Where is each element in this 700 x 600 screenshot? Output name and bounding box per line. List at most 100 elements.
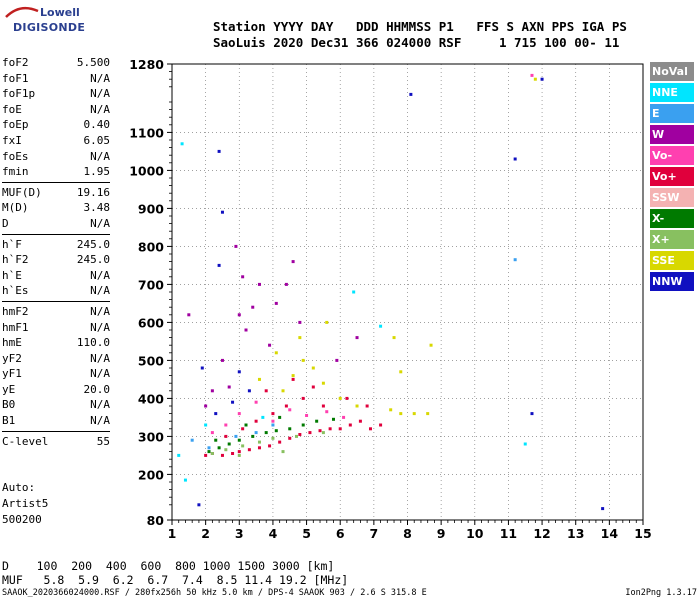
- param-row: D N/A: [2, 217, 110, 233]
- legend-item: SSW: [650, 188, 694, 207]
- data-point: [264, 431, 268, 435]
- data-point: [274, 301, 278, 305]
- data-point: [315, 419, 319, 423]
- param-name: yF2: [2, 351, 22, 365]
- param-value: N/A: [90, 268, 110, 282]
- data-point: [227, 385, 231, 389]
- param-row: B1 N/A: [2, 414, 110, 430]
- data-point: [274, 351, 278, 355]
- param-row: h`E N/A: [2, 269, 110, 285]
- y-tick-label: 800: [138, 239, 164, 254]
- param-name: B0: [2, 398, 16, 412]
- data-point: [257, 446, 261, 450]
- param-value: 55: [96, 434, 110, 448]
- data-point: [271, 436, 275, 440]
- data-point: [288, 427, 292, 431]
- data-point: [241, 427, 245, 431]
- param-name: foF1: [2, 71, 29, 85]
- data-point: [257, 282, 261, 286]
- legend-item: Vo+: [650, 167, 694, 186]
- data-point: [345, 396, 349, 400]
- data-point: [409, 92, 413, 96]
- data-point: [231, 452, 235, 455]
- data-point: [237, 313, 241, 317]
- param-separator: [2, 181, 110, 183]
- data-point: [237, 370, 241, 374]
- legend-item: X-: [650, 209, 694, 228]
- data-point: [220, 210, 224, 214]
- param-name: h`E: [2, 268, 22, 282]
- param-row: foEs N/A: [2, 150, 110, 166]
- data-point: [241, 275, 245, 279]
- param-value: 110.0: [76, 336, 110, 350]
- data-points: [177, 73, 605, 511]
- legend-item: NoVal: [650, 62, 694, 81]
- param-value: 6.05: [83, 133, 111, 147]
- data-point: [204, 423, 208, 427]
- data-point: [530, 412, 534, 416]
- param-row: C-level 55: [2, 435, 110, 451]
- param-name: hmF1: [2, 320, 29, 334]
- param-row: fmin 1.95: [2, 165, 110, 181]
- data-point: [241, 444, 245, 448]
- param-row: fxI 6.05: [2, 134, 110, 150]
- param-name: foF2: [2, 56, 29, 69]
- param-value: N/A: [90, 304, 110, 318]
- data-point: [513, 157, 517, 161]
- data-point: [358, 419, 362, 423]
- param-value: N/A: [90, 367, 110, 381]
- param-value: N/A: [90, 87, 110, 101]
- param-value: 245.0: [76, 253, 110, 267]
- data-point: [335, 358, 339, 362]
- data-point: [200, 366, 204, 370]
- x-tick-label: 6: [336, 526, 345, 541]
- data-point: [190, 438, 194, 442]
- param-row: foF1 N/A: [2, 72, 110, 88]
- data-point: [355, 336, 359, 340]
- data-point: [278, 415, 282, 419]
- param-row: foF1p N/A: [2, 87, 110, 103]
- data-point: [210, 389, 214, 393]
- y-tick-label: 600: [138, 315, 164, 330]
- data-point: [237, 450, 241, 454]
- param-name: C-level: [2, 434, 49, 448]
- footer-version: Ion2Png 1.3.17: [625, 588, 697, 598]
- muf-table-muf-row: MUF 5.8 5.9 6.2 6.7 7.4 8.5 11.4 19.2 [M…: [2, 573, 349, 587]
- data-point: [601, 507, 605, 511]
- data-point: [294, 434, 298, 438]
- legend-item: E: [650, 104, 694, 123]
- param-row: yF1 N/A: [2, 367, 110, 383]
- param-row: hmE 110.0: [2, 336, 110, 352]
- data-point: [207, 450, 211, 454]
- data-point: [207, 446, 211, 450]
- x-tick-label: 11: [500, 526, 517, 541]
- y-tick-label: 80: [147, 513, 165, 528]
- data-point: [281, 389, 285, 393]
- data-point: [338, 396, 342, 400]
- data-point: [217, 263, 221, 267]
- data-point: [197, 503, 201, 507]
- param-value: N/A: [90, 216, 110, 230]
- param-name: hmE: [2, 336, 22, 350]
- param-row: M(D) 3.48: [2, 201, 110, 217]
- data-point: [251, 305, 255, 309]
- data-point: [204, 453, 208, 457]
- param-name: yF1: [2, 367, 22, 381]
- data-point: [412, 412, 416, 416]
- muf-table-distance-row: D 100 200 400 600 800 1000 1500 3000 [km…: [2, 559, 335, 573]
- param-name: foEs: [2, 149, 29, 163]
- data-point: [187, 313, 191, 317]
- header-line-2: SaoLuis 2020 Dec31 366 024000 RSF 1 715 …: [213, 35, 620, 50]
- data-point: [298, 433, 302, 436]
- data-point: [224, 448, 228, 452]
- data-point: [331, 417, 335, 421]
- data-point: [251, 434, 255, 438]
- x-tick-label: 10: [466, 526, 484, 541]
- param-row: yE 20.0: [2, 383, 110, 399]
- data-point: [352, 290, 356, 294]
- param-row: h`Es N/A: [2, 284, 110, 300]
- param-value: 3.48: [83, 201, 111, 215]
- param-name: D: [2, 216, 9, 230]
- data-point: [224, 434, 228, 438]
- data-point: [298, 320, 302, 324]
